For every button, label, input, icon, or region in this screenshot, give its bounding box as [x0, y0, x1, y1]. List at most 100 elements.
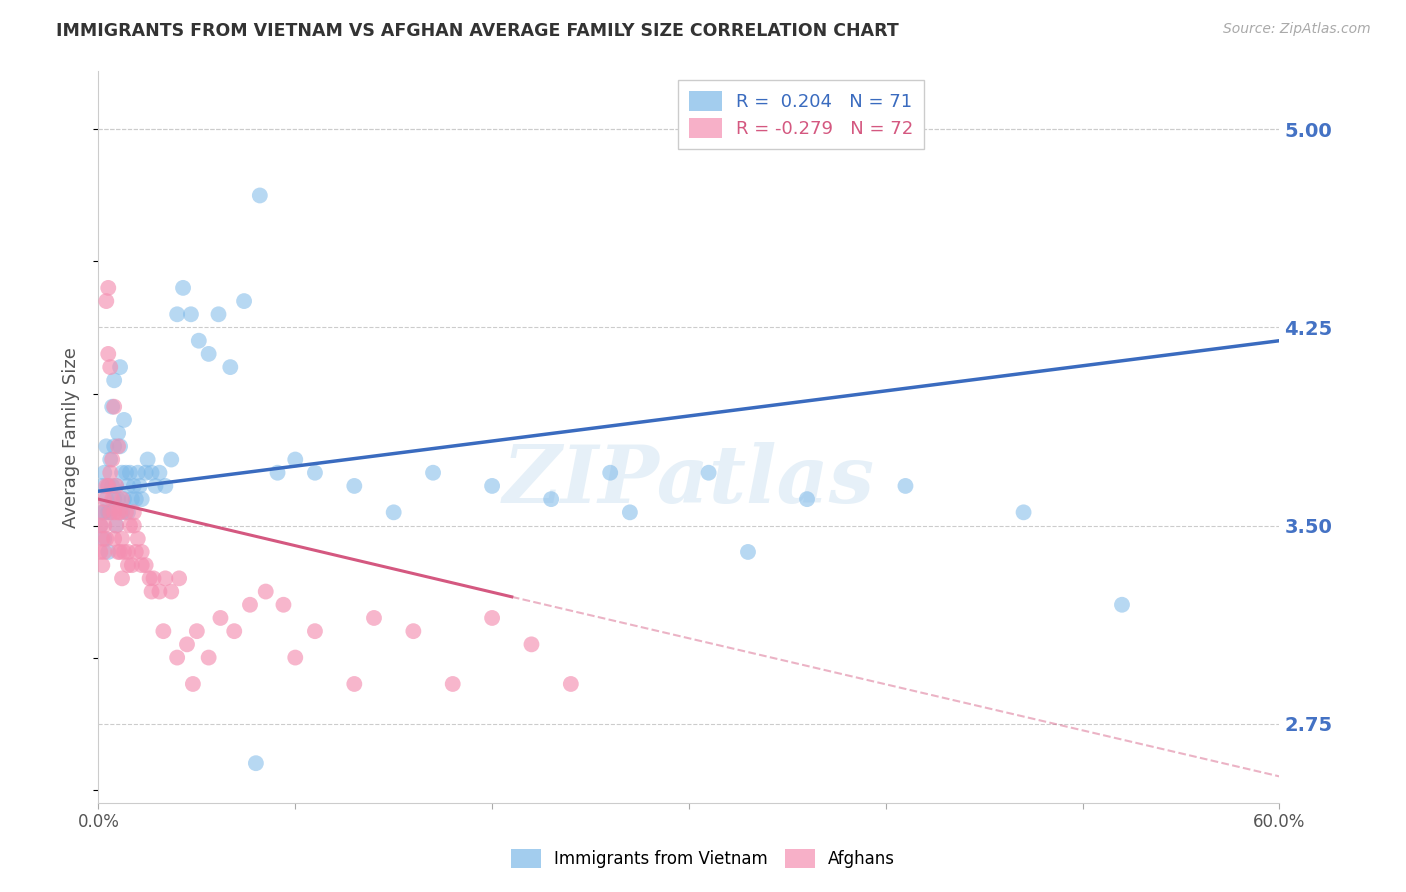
Point	[197, 650, 219, 665]
Point	[125, 492, 148, 507]
Point	[98, 466, 121, 480]
Point	[560, 677, 582, 691]
Point	[181, 677, 204, 691]
Point	[224, 624, 246, 639]
Point	[180, 307, 202, 321]
Point	[207, 307, 229, 321]
Point	[273, 598, 295, 612]
Point	[96, 294, 118, 309]
Point	[894, 479, 917, 493]
Point	[97, 505, 120, 519]
Point	[91, 479, 114, 493]
Point	[254, 584, 277, 599]
Legend: Immigrants from Vietnam, Afghans: Immigrants from Vietnam, Afghans	[505, 843, 901, 875]
Point	[249, 188, 271, 202]
Point	[89, 545, 111, 559]
Point	[141, 466, 163, 480]
Point	[111, 571, 134, 585]
Point	[103, 505, 125, 519]
Point	[111, 492, 134, 507]
Point	[304, 624, 326, 639]
Point	[363, 611, 385, 625]
Point	[103, 492, 125, 507]
Point	[107, 439, 129, 453]
Legend: R =  0.204   N = 71, R = -0.279   N = 72: R = 0.204 N = 71, R = -0.279 N = 72	[678, 80, 924, 149]
Point	[1111, 598, 1133, 612]
Point	[98, 452, 121, 467]
Point	[160, 452, 183, 467]
Point	[101, 492, 124, 507]
Point	[98, 505, 121, 519]
Point	[97, 281, 120, 295]
Point	[796, 492, 818, 507]
Point	[115, 505, 138, 519]
Point	[599, 466, 621, 480]
Point	[131, 558, 153, 573]
Point	[121, 492, 143, 507]
Point	[148, 584, 170, 599]
Point	[117, 558, 139, 573]
Point	[91, 505, 114, 519]
Point	[148, 466, 170, 480]
Point	[142, 571, 165, 585]
Point	[131, 492, 153, 507]
Point	[122, 479, 145, 493]
Point	[152, 624, 174, 639]
Point	[284, 452, 307, 467]
Point	[160, 584, 183, 599]
Point	[98, 360, 121, 375]
Text: IMMIGRANTS FROM VIETNAM VS AFGHAN AVERAGE FAMILY SIZE CORRELATION CHART: IMMIGRANTS FROM VIETNAM VS AFGHAN AVERAG…	[56, 22, 898, 40]
Point	[481, 479, 503, 493]
Point	[128, 479, 150, 493]
Point	[135, 558, 157, 573]
Point	[96, 439, 118, 453]
Point	[96, 479, 118, 493]
Point	[118, 466, 141, 480]
Point	[284, 650, 307, 665]
Point	[108, 439, 131, 453]
Point	[155, 479, 177, 493]
Point	[107, 505, 129, 519]
Point	[127, 466, 149, 480]
Point	[697, 466, 720, 480]
Point	[96, 532, 118, 546]
Point	[382, 505, 405, 519]
Point	[89, 518, 111, 533]
Point	[619, 505, 641, 519]
Point	[136, 452, 159, 467]
Point	[91, 558, 114, 573]
Point	[245, 756, 267, 771]
Point	[155, 571, 177, 585]
Point	[197, 347, 219, 361]
Point	[540, 492, 562, 507]
Point	[107, 545, 129, 559]
Point	[101, 400, 124, 414]
Point	[441, 677, 464, 691]
Point	[101, 479, 124, 493]
Point	[138, 571, 160, 585]
Point	[97, 347, 120, 361]
Point	[98, 505, 121, 519]
Point	[108, 505, 131, 519]
Point	[103, 532, 125, 546]
Point	[105, 518, 128, 533]
Point	[105, 479, 128, 493]
Point	[141, 584, 163, 599]
Text: ZIPatlas: ZIPatlas	[503, 442, 875, 520]
Point	[167, 571, 190, 585]
Point	[93, 545, 115, 559]
Point	[115, 466, 138, 480]
Point	[111, 466, 134, 480]
Point	[117, 505, 139, 519]
Point	[266, 466, 288, 480]
Point	[176, 637, 198, 651]
Point	[97, 479, 120, 493]
Point	[107, 426, 129, 441]
Point	[97, 545, 120, 559]
Point	[101, 452, 124, 467]
Point	[166, 307, 188, 321]
Point	[107, 492, 129, 507]
Point	[145, 479, 167, 493]
Point	[111, 532, 134, 546]
Point	[97, 479, 120, 493]
